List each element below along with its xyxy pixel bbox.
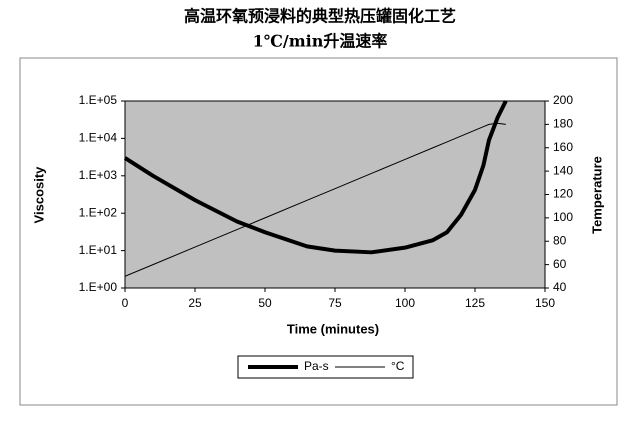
y2-axis-label: Temperature bbox=[589, 156, 604, 234]
y2-tick-label: 180 bbox=[553, 117, 573, 131]
y-axis-label: Viscosity bbox=[31, 166, 46, 224]
y2-tick-label: 120 bbox=[553, 187, 573, 201]
legend-label: °C bbox=[391, 359, 405, 373]
y2-tick-label: 40 bbox=[553, 280, 567, 294]
y2-tick-label: 100 bbox=[553, 210, 573, 224]
x-tick-label: 100 bbox=[395, 296, 415, 310]
legend-label: Pa-s bbox=[304, 359, 329, 373]
x-tick-label: 125 bbox=[465, 296, 485, 310]
x-tick-label: 25 bbox=[188, 296, 202, 310]
x-axis-label: Time (minutes) bbox=[287, 321, 379, 336]
y-tick-label: 1.E+00 bbox=[79, 280, 118, 294]
y-tick-label: 1.E+01 bbox=[79, 243, 118, 257]
x-tick-label: 0 bbox=[122, 296, 129, 310]
x-tick-label: 150 bbox=[535, 296, 555, 310]
series-line bbox=[124, 122, 506, 277]
x-tick-label: 50 bbox=[258, 296, 272, 310]
legend-box bbox=[237, 355, 414, 379]
y-tick-label: 1.E+02 bbox=[79, 205, 118, 219]
chart-subtitle: 1℃/min升温速率 bbox=[253, 32, 388, 51]
y2-tick-label: 200 bbox=[553, 93, 573, 107]
y-tick-label: 1.E+04 bbox=[79, 131, 118, 145]
y-tick-label: 1.E+03 bbox=[79, 168, 118, 182]
y2-tick-label: 160 bbox=[553, 140, 573, 154]
y2-tick-label: 60 bbox=[553, 257, 567, 271]
plot-area bbox=[124, 100, 546, 289]
chart-frame bbox=[19, 57, 618, 406]
y-tick-label: 1.E+05 bbox=[79, 93, 118, 107]
series-line bbox=[123, 100, 508, 255]
x-tick-label: 75 bbox=[328, 296, 342, 310]
y2-tick-label: 80 bbox=[553, 233, 567, 247]
y2-tick-label: 140 bbox=[553, 163, 573, 177]
chart-title: 高温环氧预浸料的典型热压罐固化工艺 bbox=[184, 7, 456, 26]
